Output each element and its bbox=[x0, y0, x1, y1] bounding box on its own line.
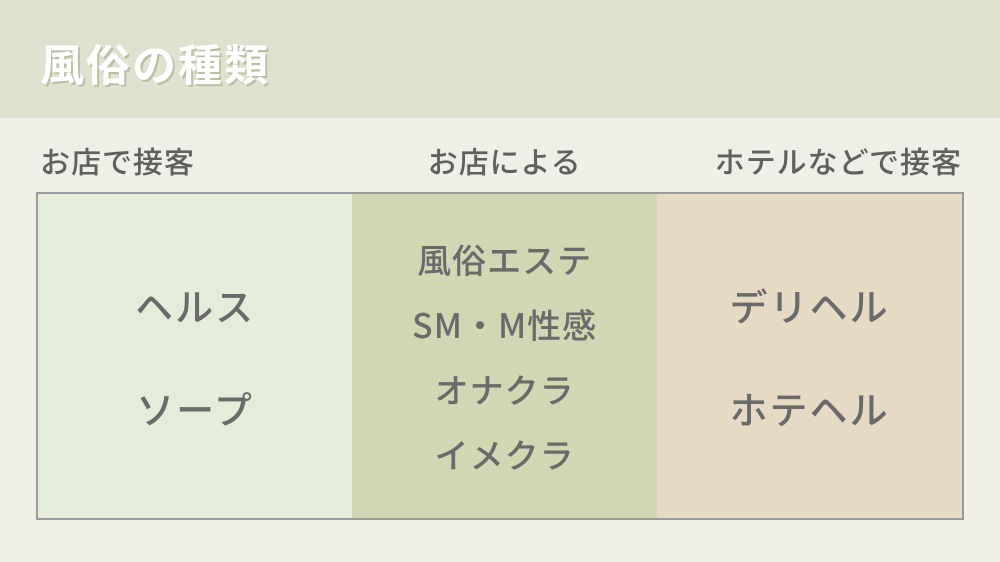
column-header-3: ホテルなどで接客 bbox=[658, 138, 964, 182]
category-item: ヘルス bbox=[135, 277, 255, 332]
category-cell-store: ヘルス ソープ bbox=[38, 194, 352, 518]
column-headers-row: お店で接客 お店による ホテルなどで接客 bbox=[36, 138, 964, 182]
category-cell-hotel: デリヘル ホテヘル bbox=[657, 194, 962, 518]
column-header-1: お店で接客 bbox=[36, 138, 352, 182]
page-title: 風俗の種類 bbox=[40, 30, 960, 94]
category-item: 風俗エステ bbox=[417, 234, 592, 283]
category-item: ホテヘル bbox=[730, 380, 890, 435]
category-grid: ヘルス ソープ 風俗エステ SM・M性感 オナクラ イメクラ デリヘル ホテヘル bbox=[36, 192, 964, 520]
category-item: オナクラ bbox=[435, 364, 575, 413]
category-item: ソープ bbox=[136, 380, 254, 435]
category-item: デリヘル bbox=[730, 277, 890, 332]
content-area: お店で接客 お店による ホテルなどで接客 ヘルス ソープ 風俗エステ SM・M性… bbox=[0, 118, 1000, 562]
category-item: SM・M性感 bbox=[412, 299, 597, 348]
category-cell-depends: 風俗エステ SM・M性感 オナクラ イメクラ bbox=[352, 194, 657, 518]
header-bar: 風俗の種類 bbox=[0, 0, 1000, 118]
category-item: イメクラ bbox=[435, 429, 575, 478]
column-header-2: お店による bbox=[352, 138, 658, 182]
